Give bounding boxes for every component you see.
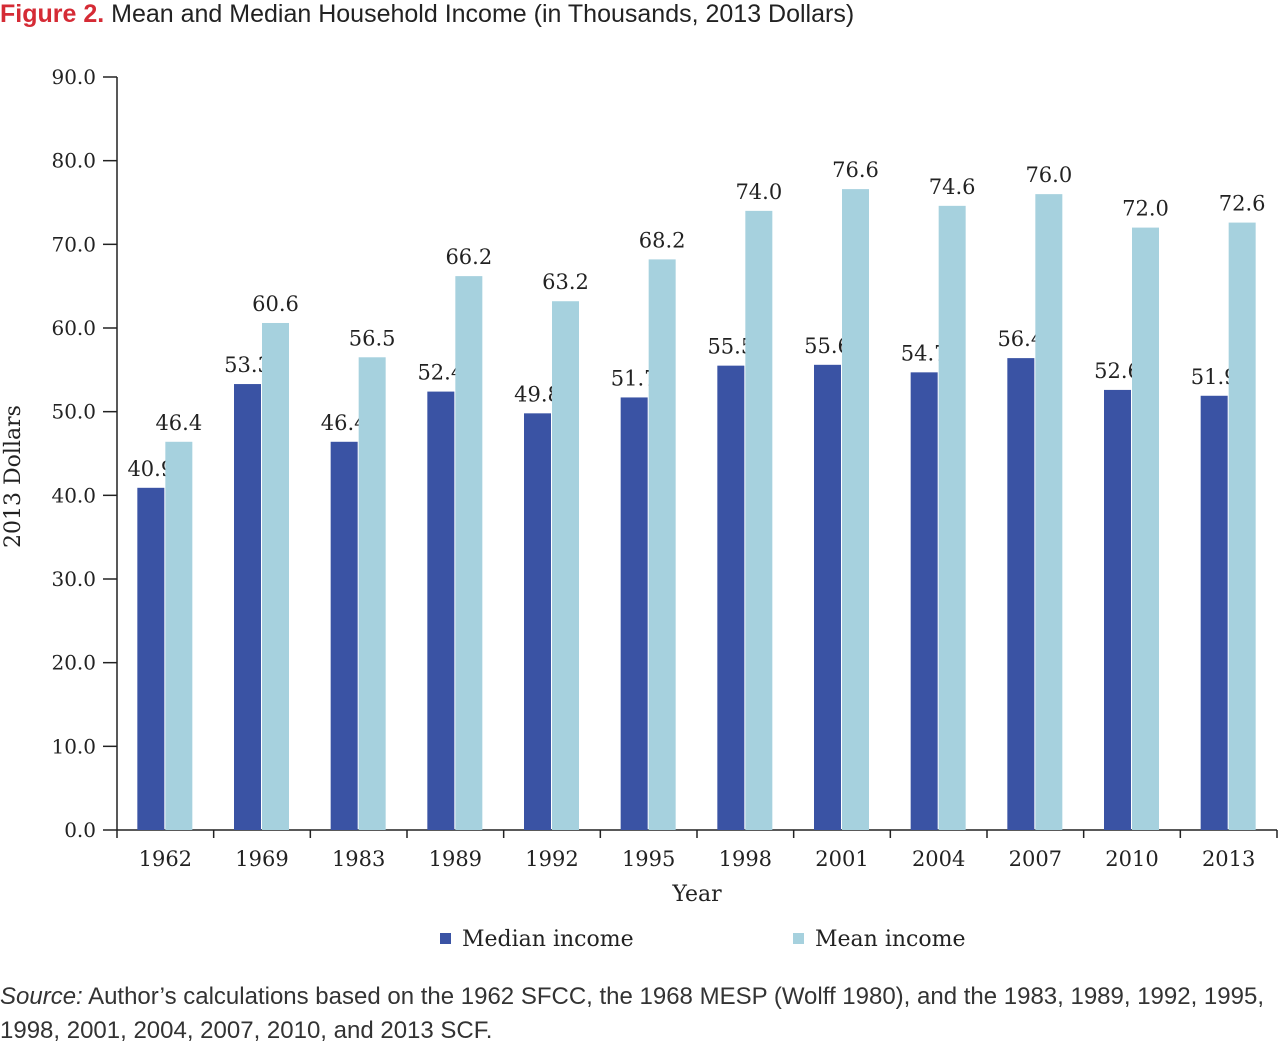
mean-income-bar	[938, 205, 966, 830]
x-tick-label: 2007	[1009, 847, 1062, 871]
mean-income-data-label: 66.2	[445, 245, 492, 269]
x-tick-label: 2004	[912, 847, 965, 871]
median-income-bar	[1104, 389, 1131, 830]
y-tick-label: 20.0	[51, 651, 96, 675]
bar-chart: 0.0 10.0 20.0 30.0 40.0 50.0 60.0 70.0 80.0 90.0 4…	[1, 65, 1278, 952]
y-tick-label: 0.0	[64, 818, 96, 842]
legend-label-median: Median income	[462, 927, 634, 952]
y-tick-label: 90.0	[51, 65, 96, 89]
x-tick-label: 1969	[235, 847, 288, 871]
x-tick-label: 2010	[1105, 847, 1158, 871]
figure-label: Figure 2.	[0, 0, 105, 28]
y-tick-label: 80.0	[51, 149, 96, 173]
y-axis-title: 2013 Dollars	[1, 405, 26, 548]
median-income-bar	[1007, 358, 1035, 830]
figure-title: Figure 2. Mean and Median Household Inco…	[0, 0, 854, 29]
y-tick-label: 10.0	[51, 734, 96, 758]
mean-income-data-label: 76.0	[1025, 163, 1072, 187]
median-income-bar	[137, 487, 165, 830]
median-income-bar	[234, 384, 261, 830]
mean-income-bar	[552, 301, 579, 830]
median-income-bar	[524, 413, 551, 830]
legend-swatch-mean	[793, 933, 804, 944]
mean-income-data-label: 72.0	[1122, 197, 1169, 221]
mean-income-bar	[455, 276, 483, 830]
median-income-bar	[717, 365, 745, 830]
x-tick-label: 2001	[815, 847, 868, 871]
mean-income-bar	[648, 259, 676, 830]
mean-income-bar	[1035, 194, 1063, 831]
mean-income-bar	[842, 189, 869, 830]
mean-income-bar	[1228, 222, 1256, 830]
median-income-bar	[330, 441, 358, 830]
source-text: Author’s calculations based on the 1962 …	[0, 983, 1264, 1044]
mean-income-bar	[165, 441, 193, 830]
legend-label-mean: Mean income	[815, 927, 965, 952]
source-note: Source: Author’s calculations based on t…	[0, 980, 1270, 1048]
legend-swatch-median	[440, 933, 451, 944]
mean-income-data-label: 74.0	[735, 180, 782, 204]
mean-income-data-label: 74.6	[929, 175, 976, 199]
mean-income-data-label: 56.5	[349, 326, 396, 350]
x-tick-label: 1962	[139, 847, 192, 871]
median-income-bar	[427, 391, 455, 830]
x-tick-label: 1995	[622, 847, 675, 871]
x-tick-label: 1983	[332, 847, 385, 871]
y-tick-label: 40.0	[51, 483, 96, 507]
y-tick-label: 30.0	[51, 567, 96, 591]
source-label: Source:	[0, 983, 83, 1010]
mean-income-bar	[1132, 227, 1159, 831]
x-tick-label: 1989	[429, 847, 482, 871]
mean-income-bar	[745, 210, 773, 830]
median-income-bar	[814, 364, 841, 830]
mean-income-data-label: 72.6	[1219, 192, 1266, 216]
mean-income-data-label: 63.2	[542, 270, 589, 294]
x-tick-label: 1992	[525, 847, 578, 871]
y-tick-label: 60.0	[51, 316, 96, 340]
mean-income-data-label: 60.6	[252, 292, 299, 316]
x-tick-label: 1998	[719, 847, 772, 871]
mean-income-data-label: 46.4	[155, 411, 202, 435]
mean-income-data-label: 68.2	[639, 228, 686, 252]
mean-income-bar	[358, 357, 386, 830]
x-axis-title: Year	[671, 882, 722, 907]
y-tick-label: 50.0	[51, 400, 96, 424]
x-tick-label: 2013	[1202, 847, 1255, 871]
median-income-bar	[1200, 395, 1228, 830]
median-income-bar	[910, 372, 938, 830]
median-income-bar	[620, 397, 648, 830]
y-tick-label: 70.0	[51, 232, 96, 256]
mean-income-data-label: 76.6	[832, 158, 879, 182]
figure-title-text: Mean and Median Household Income (in Tho…	[111, 0, 855, 28]
mean-income-bar	[262, 322, 289, 830]
